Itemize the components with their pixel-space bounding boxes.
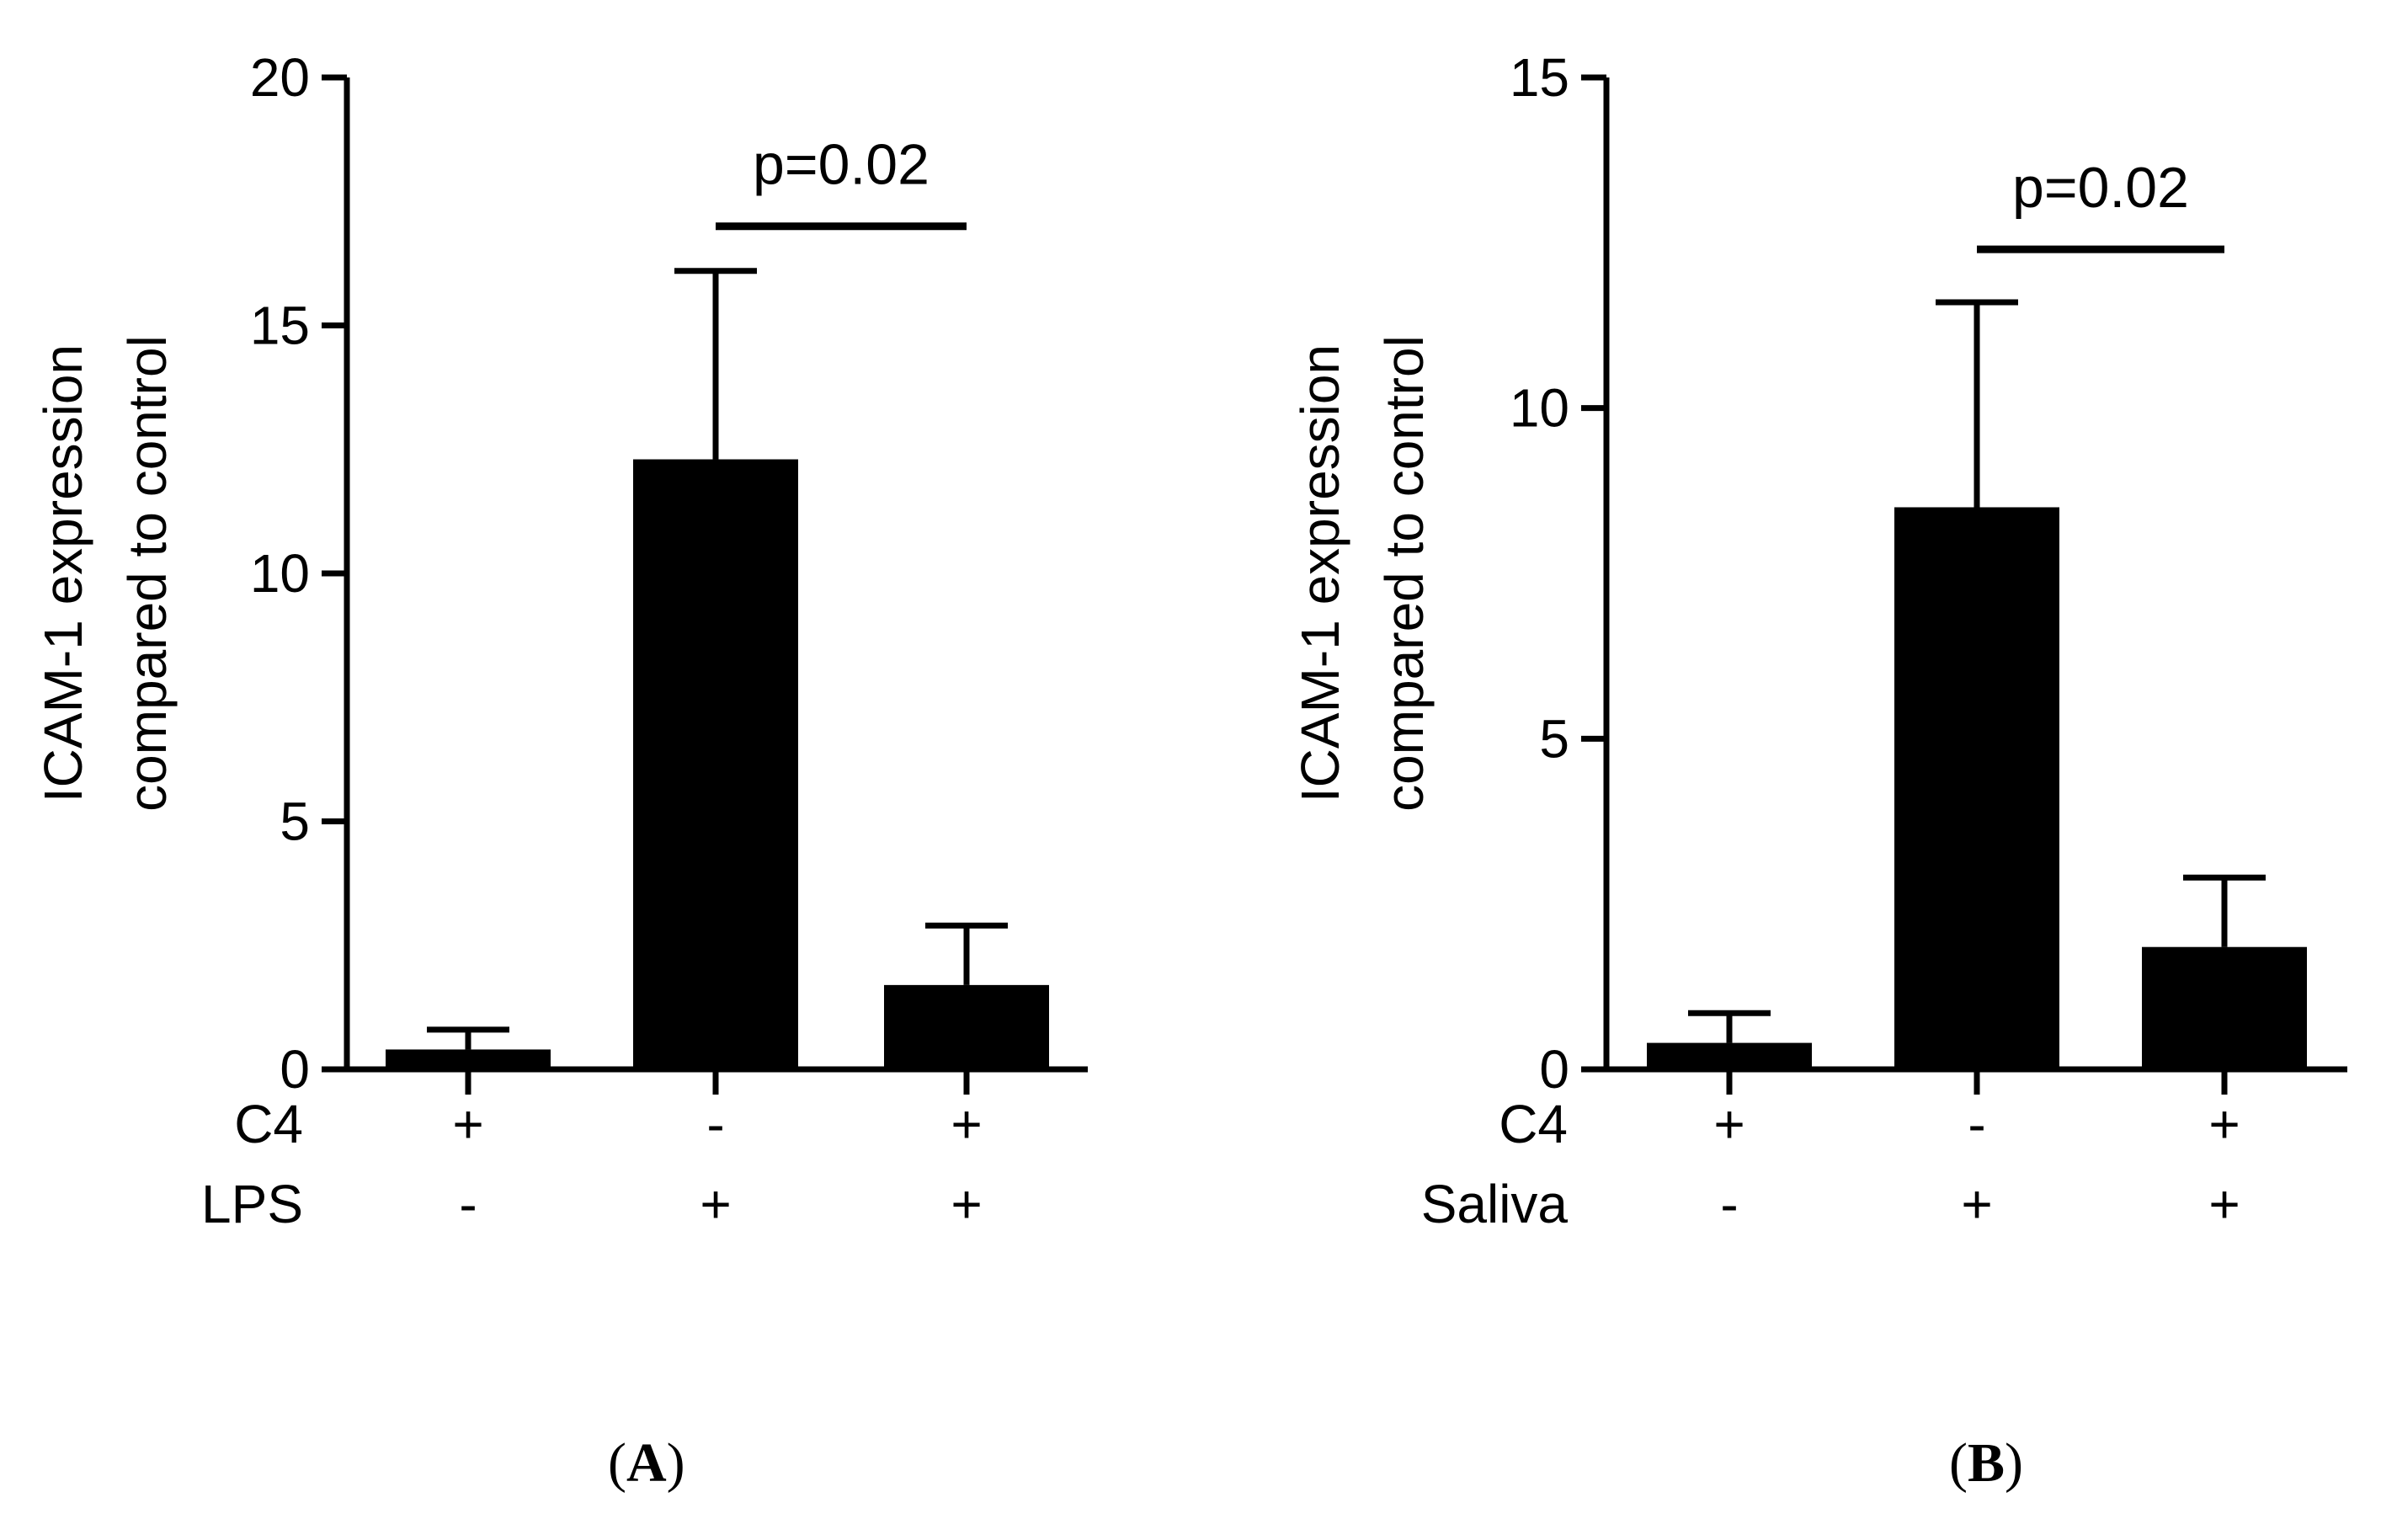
treatment-sign: + [700,1174,731,1234]
bar [1647,1042,1812,1069]
bar [633,459,798,1069]
treatment-sign: - [706,1094,724,1154]
figure-label-a: (A) [608,1432,685,1494]
treatment-sign: - [1720,1174,1738,1234]
y-tick-label: 10 [1510,378,1569,439]
significance-label: p=0.02 [2012,156,2189,220]
bar [1894,507,2059,1069]
y-axis-label: compared to control [117,335,178,812]
y-tick-label: 5 [1539,708,1569,769]
bar [2142,946,2307,1069]
y-tick-label: 15 [250,296,310,356]
y-tick-label: 15 [1510,47,1569,108]
y-axis-label: ICAM-1 expression [1290,344,1350,802]
treatment-sign: + [1713,1094,1744,1154]
y-axis-label: compared to control [1374,335,1435,812]
chart-panel-b: 0 5 10 15 ICAM-1 expression compared to contr… [1290,47,2347,1234]
treatment-sign: - [1968,1094,1985,1154]
row-label: C4 [1499,1094,1568,1154]
y-tick-label: 20 [250,47,310,108]
treatment-sign: + [2208,1174,2240,1234]
treatment-sign: + [951,1174,982,1234]
significance-label: p=0.02 [753,133,929,197]
bar [884,984,1049,1069]
y-axis-label: ICAM-1 expression [33,344,93,802]
bar [386,1049,551,1069]
treatment-sign: + [2208,1094,2240,1154]
row-label: LPS [201,1174,303,1234]
row-label: C4 [234,1094,303,1154]
y-tick-label: 10 [250,543,310,604]
chart-panel-a: 0 5 10 15 20 ICAM-1 expression compared to con… [33,47,1088,1234]
treatment-sign: - [459,1174,477,1234]
y-tick-label: 0 [280,1039,310,1100]
treatment-sign: + [951,1094,982,1154]
y-tick-label: 5 [280,791,310,852]
row-label: Saliva [1421,1174,1569,1234]
figure-label-b: (B) [1949,1432,2023,1494]
treatment-sign: + [452,1094,483,1154]
y-tick-label: 0 [1539,1039,1569,1100]
treatment-sign: + [1961,1174,1992,1234]
